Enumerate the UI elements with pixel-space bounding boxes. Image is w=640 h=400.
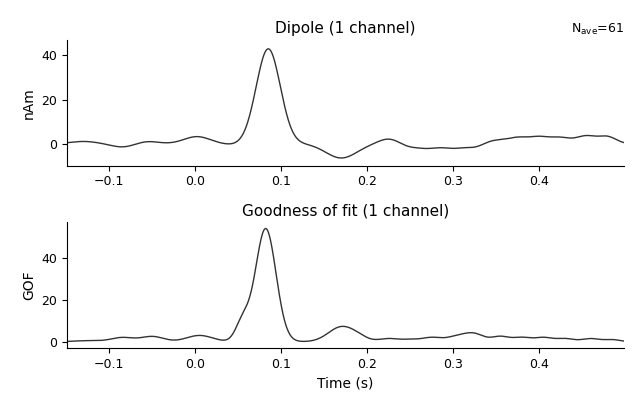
Y-axis label: GOF: GOF	[22, 270, 36, 300]
Y-axis label: nAm: nAm	[22, 87, 36, 119]
Title: Goodness of fit (1 channel): Goodness of fit (1 channel)	[242, 203, 449, 218]
X-axis label: Time (s): Time (s)	[317, 376, 374, 390]
Text: N$_\mathrm{ave}$=61: N$_\mathrm{ave}$=61	[571, 22, 624, 37]
Title: Dipole (1 channel): Dipole (1 channel)	[275, 21, 416, 36]
